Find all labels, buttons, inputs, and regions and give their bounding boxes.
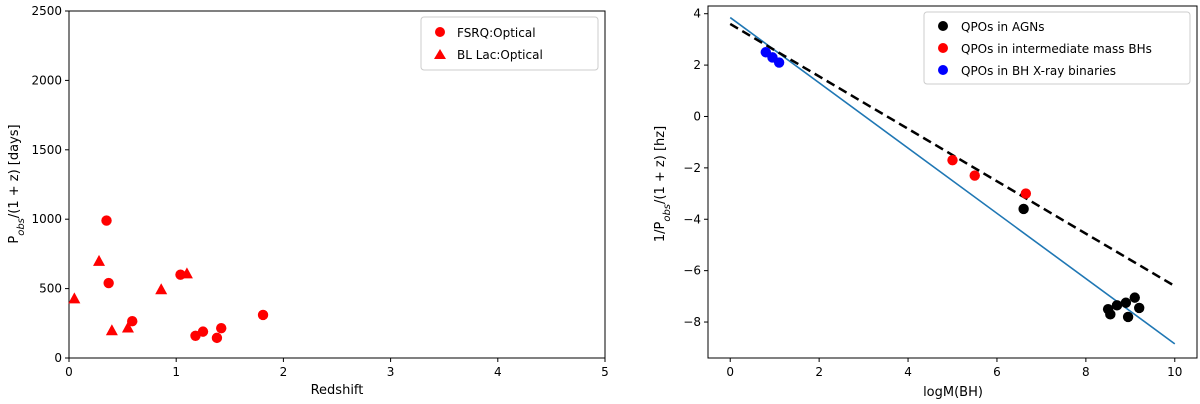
x-tick-label: 3 xyxy=(387,365,395,379)
x-tick-label: 5 xyxy=(601,365,609,379)
data-point-circle xyxy=(1129,292,1140,303)
y-tick-label: 500 xyxy=(39,282,62,296)
legend-marker-agn xyxy=(938,21,948,31)
y-axis-label-sub: obs xyxy=(662,204,673,222)
x-tick-label: 4 xyxy=(494,365,502,379)
legend-marker-xrb xyxy=(938,65,948,75)
data-point-circle xyxy=(257,309,269,321)
x-tick-label: 4 xyxy=(904,365,912,379)
data-point-circle xyxy=(211,332,223,344)
y-axis-label-suffix: /(1 + z) [days] xyxy=(7,124,22,218)
data-point-circle xyxy=(197,326,209,337)
data-point-circle xyxy=(101,215,112,226)
data-points xyxy=(68,215,269,344)
legend-box xyxy=(420,16,599,71)
legend-label-bllac: BL Lac:Optical xyxy=(457,48,543,62)
legend-marker-bllac xyxy=(434,49,446,59)
data-point-triangle xyxy=(68,292,81,304)
x-axis-label: Redshift xyxy=(311,383,364,398)
legend-label-agn: QPOs in AGNs xyxy=(961,20,1044,34)
data-point-circle xyxy=(1020,188,1032,199)
chart-bh-mass-frequency: 0 2 4 6 8 10 −8 −6 −4 −2 0 2 4 logM(BH) 1/Pobs/(1 + … xyxy=(653,5,1198,400)
legend: FSRQ:Optical BL Lac:Optical xyxy=(420,16,599,71)
data-point-circle xyxy=(216,322,227,334)
legend-label-xrb: QPOs in BH X-ray binaries xyxy=(961,64,1116,78)
data-point-triangle xyxy=(180,267,193,279)
y-tick-label: 0 xyxy=(693,109,701,123)
y-tick-label: 2 xyxy=(693,58,701,72)
y-tick-label: 1500 xyxy=(31,143,62,157)
solid-fit-line xyxy=(729,16,1176,345)
axis-ticks: 0 1 2 3 4 5 0 500 1000 1500 2000 2500 xyxy=(31,4,608,379)
y-tick-label: 2000 xyxy=(31,73,62,87)
legend-marker-fsrq xyxy=(435,27,445,37)
data-points xyxy=(760,47,1145,323)
x-tick-label: 8 xyxy=(1082,365,1090,379)
plot-frame xyxy=(707,5,1198,359)
data-point-circle xyxy=(1018,203,1029,215)
y-axis-label-sub: obs xyxy=(16,218,27,236)
data-point-circle xyxy=(947,154,958,166)
y-tick-label: 2500 xyxy=(31,4,62,18)
data-point-triangle xyxy=(93,254,106,266)
data-point-triangle xyxy=(121,321,134,333)
y-axis-label-prefix: P xyxy=(7,236,22,244)
y-tick-label: −8 xyxy=(683,315,701,329)
data-point-circle xyxy=(103,277,114,289)
x-tick-label: 6 xyxy=(993,365,1001,379)
x-tick-label: 2 xyxy=(280,365,288,379)
legend-label-imbh: QPOs in intermediate mass BHs xyxy=(961,42,1152,56)
data-point-triangle xyxy=(105,324,118,336)
data-point-circle xyxy=(1105,309,1116,320)
x-tick-label: 0 xyxy=(65,365,73,379)
x-tick-label: 1 xyxy=(172,365,180,379)
y-axis-label-suffix: /(1 + z) [hz] xyxy=(653,126,668,204)
y-tick-label: 0 xyxy=(54,351,62,365)
x-tick-label: 2 xyxy=(815,365,823,379)
data-point-circle xyxy=(773,57,785,68)
data-point-circle xyxy=(127,316,138,327)
x-tick-label: 10 xyxy=(1167,365,1182,379)
data-point-circle xyxy=(969,170,980,181)
y-axis-label: 1/Pobs/(1 + z) [hz] xyxy=(653,126,673,242)
y-tick-label: 4 xyxy=(693,7,701,21)
data-point-circle xyxy=(1134,302,1145,314)
y-axis-label-prefix: 1/P xyxy=(653,222,668,243)
y-tick-label: −6 xyxy=(683,264,701,278)
y-tick-label: −4 xyxy=(683,212,701,226)
y-axis-label: Pobs/(1 + z) [days] xyxy=(7,124,27,243)
axis-ticks: 0 2 4 6 8 10 −8 −6 −4 −2 0 2 4 xyxy=(683,7,1182,379)
x-axis-label: logM(BH) xyxy=(923,385,983,400)
legend-box xyxy=(923,11,1191,85)
x-tick-label: 0 xyxy=(726,365,734,379)
data-point-circle xyxy=(1122,311,1134,323)
plot-frame xyxy=(68,10,606,359)
y-tick-label: −2 xyxy=(683,161,701,175)
data-point-circle xyxy=(1120,297,1132,308)
chart-redshift-period: 0 1 2 3 4 5 0 500 1000 1500 2000 2500 Redshift Pobs… xyxy=(7,4,609,398)
data-point-circle xyxy=(1111,300,1123,311)
y-tick-label: 1000 xyxy=(31,212,62,226)
legend-marker-imbh xyxy=(938,43,948,53)
legend: QPOs in AGNs QPOs in intermediate mass B… xyxy=(923,11,1191,85)
legend-label-fsrq: FSRQ:Optical xyxy=(457,26,536,40)
data-point-triangle xyxy=(155,283,168,295)
